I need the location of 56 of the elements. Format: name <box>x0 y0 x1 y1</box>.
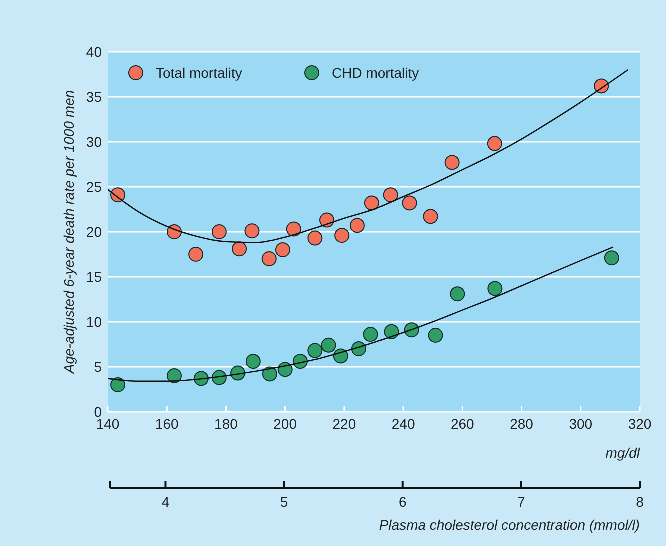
y-tick-label: 20 <box>86 224 102 240</box>
point <box>232 242 248 257</box>
point <box>423 209 438 224</box>
x-tick-label: 300 <box>569 416 593 432</box>
point <box>262 366 278 382</box>
point <box>364 196 380 211</box>
point <box>384 324 400 340</box>
point <box>334 228 350 244</box>
line-series <box>107 69 629 244</box>
y-tick-label: 30 <box>86 134 102 150</box>
y-tick-label: 10 <box>86 314 102 330</box>
y-tick-label: 40 <box>86 44 102 60</box>
x-tick-label: 260 <box>450 416 475 432</box>
legend-label: Total mortality <box>156 65 242 81</box>
point <box>308 343 323 358</box>
point <box>244 224 260 239</box>
point <box>188 247 204 262</box>
x2-tick-label: 7 <box>518 494 526 510</box>
x2-tick-label: 5 <box>280 494 288 510</box>
point <box>444 155 460 170</box>
point <box>321 338 336 353</box>
point <box>110 378 126 392</box>
x2-tick-label: 4 <box>162 494 170 510</box>
x-tick-label: 320 <box>628 416 652 432</box>
x2-axis-title: Plasma cholesterol concentration (mmol/l) <box>379 517 640 533</box>
point <box>167 368 182 384</box>
point <box>308 230 323 246</box>
point <box>487 136 502 152</box>
point <box>363 327 378 342</box>
x2-tick-label: 6 <box>398 494 407 510</box>
point <box>383 188 398 203</box>
y-tick-label: 25 <box>86 179 102 195</box>
y-tick-label: 15 <box>86 269 102 285</box>
point <box>488 281 503 296</box>
x-tick-label: 280 <box>510 416 534 432</box>
y-tick-label: 5 <box>94 359 102 375</box>
x-tick-label: 240 <box>392 416 416 432</box>
x-tick-label: 220 <box>332 416 356 432</box>
y-tick-label: 35 <box>86 89 102 105</box>
x-axis-title: mg/dl <box>606 445 641 461</box>
x-tick-label: 180 <box>214 416 238 432</box>
x2-tick-label: 8 <box>636 494 644 510</box>
point <box>246 354 261 370</box>
x-tick-label: 160 <box>155 416 180 432</box>
point <box>450 286 466 302</box>
point <box>428 328 444 343</box>
point <box>275 242 290 258</box>
point <box>286 222 302 237</box>
point <box>604 250 620 266</box>
x-tick-label: 200 <box>274 416 298 432</box>
point <box>402 196 418 211</box>
y-axis-title: Age-adjusted 6-year death rate per 1000 men <box>61 90 77 375</box>
point <box>212 224 227 240</box>
point <box>262 252 277 266</box>
point <box>350 218 365 234</box>
legend-label: CHD mortality <box>332 65 420 81</box>
